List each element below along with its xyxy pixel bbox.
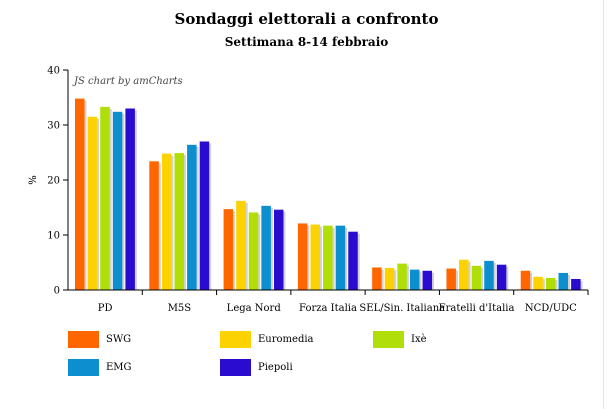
legend-swatch xyxy=(373,330,404,348)
x-tick-label: Lega Nord xyxy=(227,303,282,314)
amcharts-watermark: JS chart by amCharts xyxy=(72,76,183,87)
chart-title: Sondaggi elettorali a confronto xyxy=(174,10,439,28)
bar-swg-4 xyxy=(372,267,382,290)
bar-piepoli-3 xyxy=(348,231,358,290)
x-tick-label: Forza Italia xyxy=(299,303,357,314)
bar-emg-3 xyxy=(335,225,346,290)
legend-item-piepoli[interactable]: Piepoli xyxy=(220,358,293,376)
legend-swatch xyxy=(220,330,251,348)
bar-emg-1 xyxy=(187,144,197,290)
bar-piepoli-6 xyxy=(571,279,581,290)
bar-euromedia-3 xyxy=(310,224,320,290)
bar-emg-2 xyxy=(261,205,271,290)
bar-piepoli-4 xyxy=(422,270,433,290)
y-tick-label: 20 xyxy=(47,176,60,187)
legend-swatch xyxy=(68,330,99,348)
bar-ixè-0 xyxy=(100,106,110,290)
bar-piepoli-0 xyxy=(125,108,135,290)
bar-swg-0 xyxy=(75,98,85,290)
legend-item-swg[interactable]: SWG xyxy=(68,330,131,348)
y-tick-label: 0 xyxy=(54,286,60,297)
bar-swg-1 xyxy=(149,161,159,290)
y-axis-title: % xyxy=(28,175,39,185)
x-tick-label: PD xyxy=(98,303,113,314)
legend-item-euromedia[interactable]: Euromedia xyxy=(220,330,314,348)
bar-swg-6 xyxy=(520,270,531,290)
legend-swatch xyxy=(68,358,99,376)
scrollbar-edge xyxy=(603,0,613,409)
legend-label: SWG xyxy=(106,333,132,345)
bar-emg-0 xyxy=(112,111,123,290)
bar-piepoli-2 xyxy=(273,209,284,290)
bar-euromedia-1 xyxy=(161,153,172,290)
legend-label: Euromedia xyxy=(258,333,314,345)
bar-emg-5 xyxy=(484,260,494,290)
y-tick-label: 30 xyxy=(47,121,60,132)
x-tick-label: NCD/UDC xyxy=(525,303,577,314)
bar-swg-2 xyxy=(223,209,234,290)
bar-emg-6 xyxy=(558,272,569,290)
legend-item-emg[interactable]: EMG xyxy=(68,358,132,376)
bar-piepoli-1 xyxy=(199,141,210,290)
bar-ixè-4 xyxy=(397,263,407,290)
bar-ixè-2 xyxy=(248,212,259,290)
legend-label: Piepoli xyxy=(258,361,293,373)
bar-euromedia-2 xyxy=(236,200,246,290)
bar-ixè-3 xyxy=(323,225,333,290)
chart-subtitle: Settimana 8-14 febbraio xyxy=(224,35,389,49)
x-tick-label: SEL/Sin. Italiana xyxy=(359,303,445,314)
legend-item-ixè[interactable]: Ixè xyxy=(373,330,427,348)
chart-legend: SWG Euromedia Ixè EMG Piepoli xyxy=(68,330,588,384)
bar-euromedia-0 xyxy=(87,116,98,290)
bar-emg-4 xyxy=(409,269,420,290)
x-tick-label: Fratelli d'Italia xyxy=(439,303,515,314)
y-tick-label: 40 xyxy=(47,66,60,77)
legend-label: EMG xyxy=(106,361,132,373)
bar-swg-5 xyxy=(446,268,456,290)
bar-ixè-5 xyxy=(471,265,482,290)
legend-label: Ixè xyxy=(411,333,427,345)
legend-swatch xyxy=(220,358,251,376)
bar-euromedia-6 xyxy=(533,276,543,290)
bar-swg-3 xyxy=(297,223,308,290)
x-tick-label: M5S xyxy=(168,303,192,314)
y-tick-label: 10 xyxy=(47,231,60,242)
bar-euromedia-4 xyxy=(384,268,395,290)
bar-ixè-1 xyxy=(174,153,184,290)
bar-euromedia-5 xyxy=(459,259,469,290)
bar-piepoli-5 xyxy=(496,264,507,290)
bar-ixè-6 xyxy=(545,277,556,290)
